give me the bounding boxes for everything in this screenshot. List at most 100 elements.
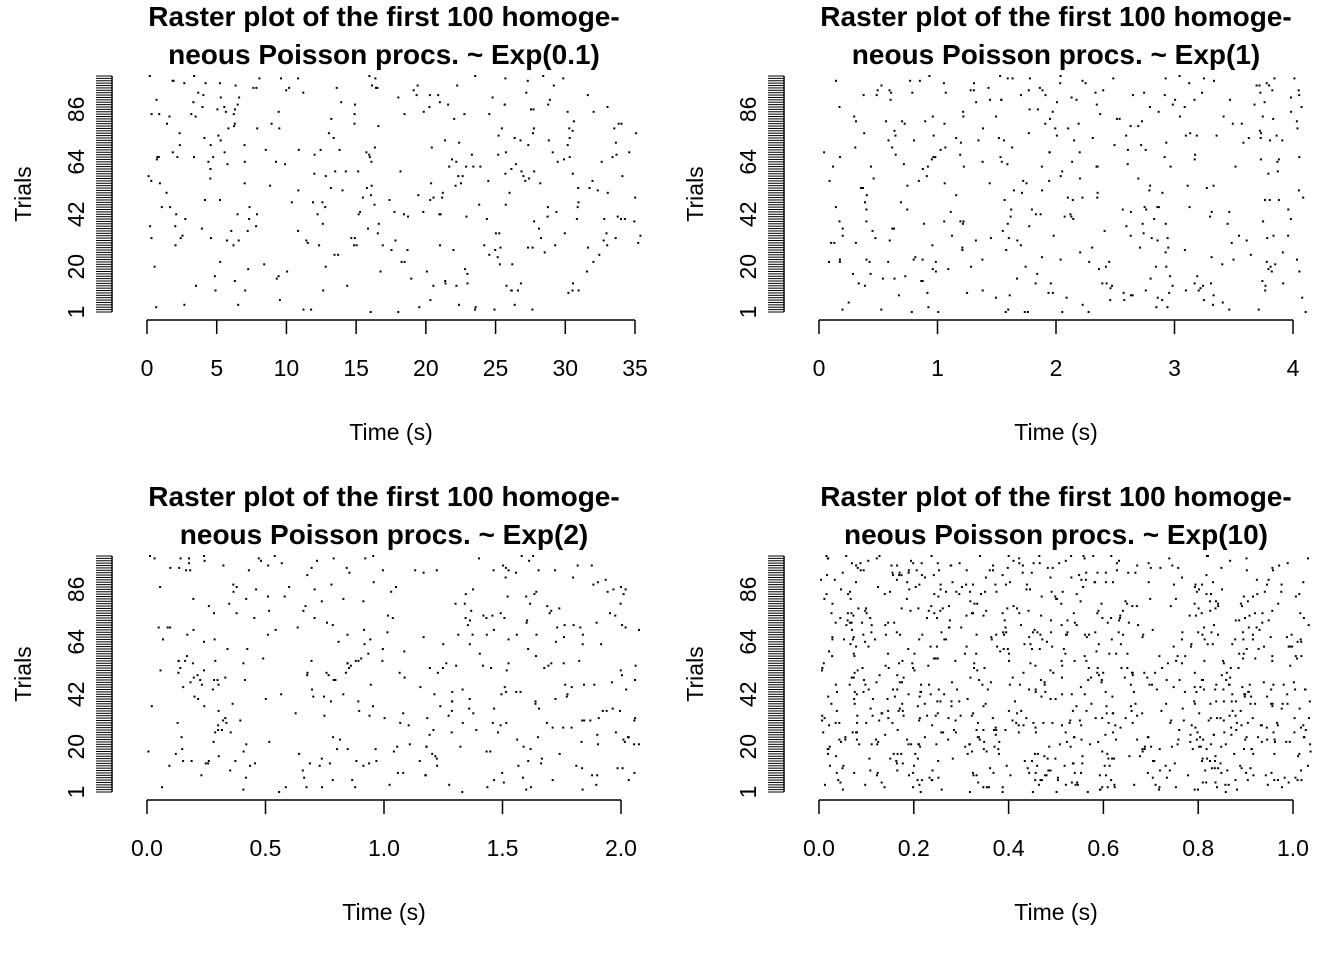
spike-point <box>567 291 570 294</box>
spike-point <box>1101 282 1104 285</box>
spike-point <box>1152 760 1154 762</box>
spike-point <box>1233 752 1236 755</box>
spike-point <box>1153 760 1156 762</box>
spike-point <box>1000 160 1003 163</box>
spike-point <box>1156 206 1159 209</box>
spike-point <box>491 721 494 724</box>
spike-point <box>943 182 946 185</box>
spike-point <box>1113 757 1116 760</box>
spike-point <box>855 645 858 648</box>
spike-point <box>1276 170 1279 173</box>
spike-point <box>621 767 624 770</box>
spike-point <box>1213 79 1215 82</box>
spike-point <box>861 621 864 624</box>
spike-point <box>889 590 891 593</box>
spike-point <box>841 227 844 230</box>
spike-point <box>490 667 493 669</box>
spike-point <box>1129 125 1132 128</box>
spike-point <box>1039 679 1042 681</box>
spike-point <box>1039 779 1042 782</box>
spike-point <box>912 771 915 774</box>
spike-point <box>226 648 229 650</box>
spike-point <box>1144 289 1147 292</box>
spike-point <box>1184 655 1187 658</box>
spike-point <box>1111 712 1114 715</box>
spike-point <box>1114 724 1117 727</box>
spike-point <box>306 574 309 577</box>
spike-point <box>329 187 332 189</box>
spike-point <box>159 586 162 588</box>
y-axis-label: Trials <box>10 646 36 701</box>
spike-point <box>464 268 466 271</box>
spike-point <box>1266 583 1268 586</box>
spike-point <box>984 576 987 579</box>
spike-point <box>839 156 841 159</box>
spike-point <box>961 246 964 249</box>
spike-point <box>606 590 609 593</box>
spike-point <box>820 578 823 581</box>
spike-point <box>365 187 368 189</box>
spike-point <box>554 640 557 643</box>
spike-point <box>856 721 858 724</box>
spike-point <box>515 690 518 693</box>
spike-point <box>1250 748 1253 751</box>
spike-point <box>330 117 333 120</box>
spike-point <box>1073 621 1076 624</box>
spike-point <box>1265 726 1268 729</box>
spike-point <box>520 555 523 557</box>
spike-point <box>255 225 258 228</box>
spike-point <box>191 662 194 665</box>
spike-point <box>372 581 375 584</box>
spike-point <box>428 94 431 97</box>
spike-point <box>1020 624 1022 627</box>
spike-point <box>199 679 202 681</box>
spike-point <box>274 628 277 631</box>
spike-point <box>1004 311 1007 313</box>
spike-point <box>311 688 313 691</box>
spike-point <box>859 562 862 565</box>
spike-point <box>976 721 979 724</box>
spike-point <box>1078 719 1081 722</box>
spike-point <box>1130 294 1132 297</box>
spike-point <box>383 717 386 720</box>
spike-point <box>1027 89 1030 92</box>
spike-point <box>951 757 954 760</box>
spike-point <box>878 555 881 557</box>
spike-point <box>1143 206 1146 209</box>
spike-point <box>985 609 988 612</box>
spike-point <box>1006 648 1009 650</box>
spike-point <box>896 762 898 765</box>
spike-point <box>342 597 345 600</box>
spike-point <box>972 612 974 615</box>
spike-point <box>1007 555 1010 557</box>
spike-point <box>896 564 899 567</box>
spike-point <box>1294 655 1297 658</box>
spike-point <box>998 740 1001 743</box>
spike-point <box>361 196 364 199</box>
spike-point <box>526 619 529 622</box>
spike-point <box>332 736 335 739</box>
spike-point <box>312 201 314 204</box>
spike-point <box>328 762 331 765</box>
spike-point <box>1049 698 1052 700</box>
spike-point <box>478 652 481 655</box>
x-tick-label: 30 <box>552 355 578 381</box>
spike-point <box>1238 234 1240 237</box>
spike-point <box>992 564 995 567</box>
spike-point <box>1182 719 1185 722</box>
spike-point <box>532 132 534 135</box>
spike-point <box>825 593 828 596</box>
spike-point <box>1064 559 1067 562</box>
spike-point <box>1154 671 1157 674</box>
spike-point <box>1119 726 1122 729</box>
spike-point <box>527 144 530 147</box>
spike-point <box>1108 652 1111 655</box>
spike-point <box>884 664 887 667</box>
spike-point <box>1150 237 1153 240</box>
spike-point <box>393 210 396 213</box>
spike-point <box>507 662 510 665</box>
chart-title-line: neous Poisson procs. ~ Exp(1) <box>852 39 1260 70</box>
spike-point <box>870 624 873 627</box>
spike-point <box>1124 600 1127 603</box>
spike-point <box>1229 676 1232 679</box>
